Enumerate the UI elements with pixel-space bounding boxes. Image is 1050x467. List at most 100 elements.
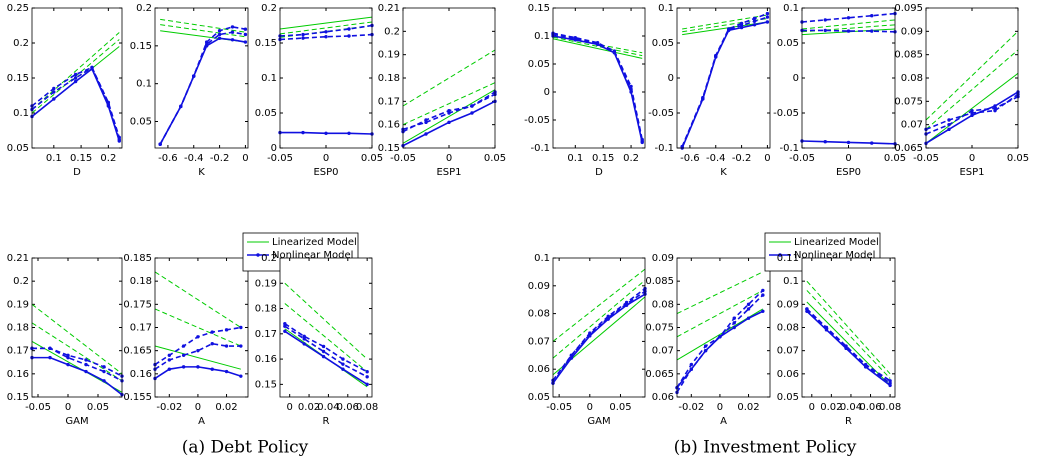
- series-marker: [283, 329, 287, 333]
- series-marker: [447, 120, 451, 125]
- series-marker: [569, 353, 574, 357]
- y-tick-label: 0.17: [378, 96, 400, 107]
- x-tick-label: 0.06: [337, 402, 359, 413]
- series-marker: [84, 362, 88, 367]
- series-marker: [73, 76, 78, 80]
- y-tick-label: 0.07: [652, 346, 674, 357]
- y-tick-label: 0.19: [7, 299, 29, 310]
- x-tick-label: 0: [809, 402, 815, 413]
- x-axis-label: A: [198, 416, 205, 427]
- series-marker: [823, 140, 827, 144]
- series-marker: [761, 309, 765, 313]
- axes-frame: [925, 7, 1019, 149]
- series-marker: [84, 369, 88, 374]
- series-marker: [947, 122, 951, 127]
- panel: 0.15 0.16 0.17 0.18 0.19 0.2 0.21 -0.05 0 0.05 ESP…: [378, 3, 506, 178]
- series-marker: [224, 344, 229, 348]
- y-tick-label: 0.175: [123, 299, 152, 310]
- y-tick-label: 0.065: [645, 369, 674, 380]
- series-marker: [84, 358, 88, 362]
- plot-area: [677, 258, 770, 397]
- series-line: [552, 268, 646, 342]
- y-tick-label: 0.05: [255, 108, 277, 119]
- series-marker: [117, 137, 121, 142]
- series-marker: [181, 344, 186, 348]
- series-marker: [888, 381, 892, 385]
- x-axis-label: D: [73, 167, 81, 178]
- series-marker: [66, 355, 70, 360]
- series-line: [925, 49, 1019, 130]
- y-tick-label: 0.21: [7, 253, 29, 264]
- axes-frame: [31, 7, 123, 149]
- series-line: [284, 303, 368, 373]
- series-marker: [52, 90, 56, 94]
- series-marker: [102, 379, 106, 383]
- series-line: [31, 322, 123, 382]
- series-marker: [52, 86, 56, 91]
- x-tick-label: 0: [286, 402, 292, 413]
- x-tick-label: 0: [446, 153, 452, 164]
- x-tick-label: 0.05: [609, 402, 631, 413]
- series-marker: [726, 28, 731, 32]
- series-marker: [947, 127, 951, 132]
- axes-frame: [402, 7, 496, 149]
- series-marker: [424, 132, 428, 136]
- series-marker: [365, 370, 369, 374]
- panel: -0.1 -0.05 0 0.05 0.1 0.15 0.1 0.15 0.2 D: [524, 3, 646, 178]
- x-tick-label: -0.05: [913, 153, 939, 164]
- y-tick-label: 0.21: [378, 3, 400, 14]
- axes-frame: [279, 7, 373, 149]
- series-marker: [365, 375, 369, 379]
- series-marker: [102, 369, 106, 374]
- y-tick-label: 0.165: [123, 346, 152, 357]
- series-marker: [210, 367, 214, 371]
- series-marker: [239, 325, 243, 330]
- y-tick-label: 0.08: [777, 323, 799, 334]
- y-tick-label: 0.15: [528, 3, 550, 14]
- series-marker: [239, 344, 243, 348]
- y-tick-label: -0.05: [524, 115, 550, 126]
- series-marker: [302, 337, 306, 341]
- series-marker: [341, 367, 345, 371]
- x-tick-label: 0.15: [70, 153, 92, 164]
- series-line: [279, 16, 373, 30]
- legend-label: Linearized Model: [272, 237, 357, 248]
- series-marker: [302, 342, 306, 346]
- y-tick-label: 0.075: [894, 96, 923, 107]
- x-tick-label: -0.2: [210, 153, 230, 164]
- x-axis-label: R: [323, 416, 330, 427]
- series-marker: [846, 29, 851, 33]
- series-marker: [447, 111, 451, 115]
- series-marker: [347, 34, 351, 38]
- series-marker: [210, 342, 214, 346]
- series-marker: [283, 322, 287, 326]
- y-tick-label: 0.2: [384, 26, 400, 37]
- series-marker: [595, 42, 600, 46]
- series-marker: [765, 11, 770, 16]
- series-marker: [243, 40, 248, 44]
- plot-area: [802, 8, 895, 148]
- y-tick-label: 0.2: [261, 253, 277, 264]
- series-line: [32, 347, 123, 382]
- series-marker: [181, 365, 186, 369]
- series-marker: [970, 108, 974, 113]
- y-tick-label: -0.1: [530, 143, 550, 154]
- series-marker: [283, 324, 287, 328]
- caption: (a) Debt Policy: [182, 438, 309, 458]
- y-tick-label: 0.11: [777, 253, 799, 264]
- x-axis-label: ESP0: [836, 167, 861, 178]
- series-marker: [196, 348, 200, 353]
- x-tick-label: 0: [195, 402, 201, 413]
- legend-marker: [256, 253, 260, 257]
- series-marker: [761, 293, 765, 297]
- y-tick-label: 0.18: [130, 276, 152, 287]
- x-axis-label: GAM: [587, 416, 610, 427]
- y-tick-label: 0.09: [528, 281, 550, 292]
- series-marker: [765, 20, 770, 24]
- series-line: [31, 39, 120, 114]
- panel: -0.1 -0.05 0 0.05 0.1 -0.6 -0.4 -0.2 0 K: [648, 3, 770, 178]
- x-axis-label: D: [595, 167, 603, 178]
- series-marker: [102, 365, 106, 369]
- y-tick-label: 0.05: [528, 392, 550, 403]
- series-marker: [629, 84, 633, 89]
